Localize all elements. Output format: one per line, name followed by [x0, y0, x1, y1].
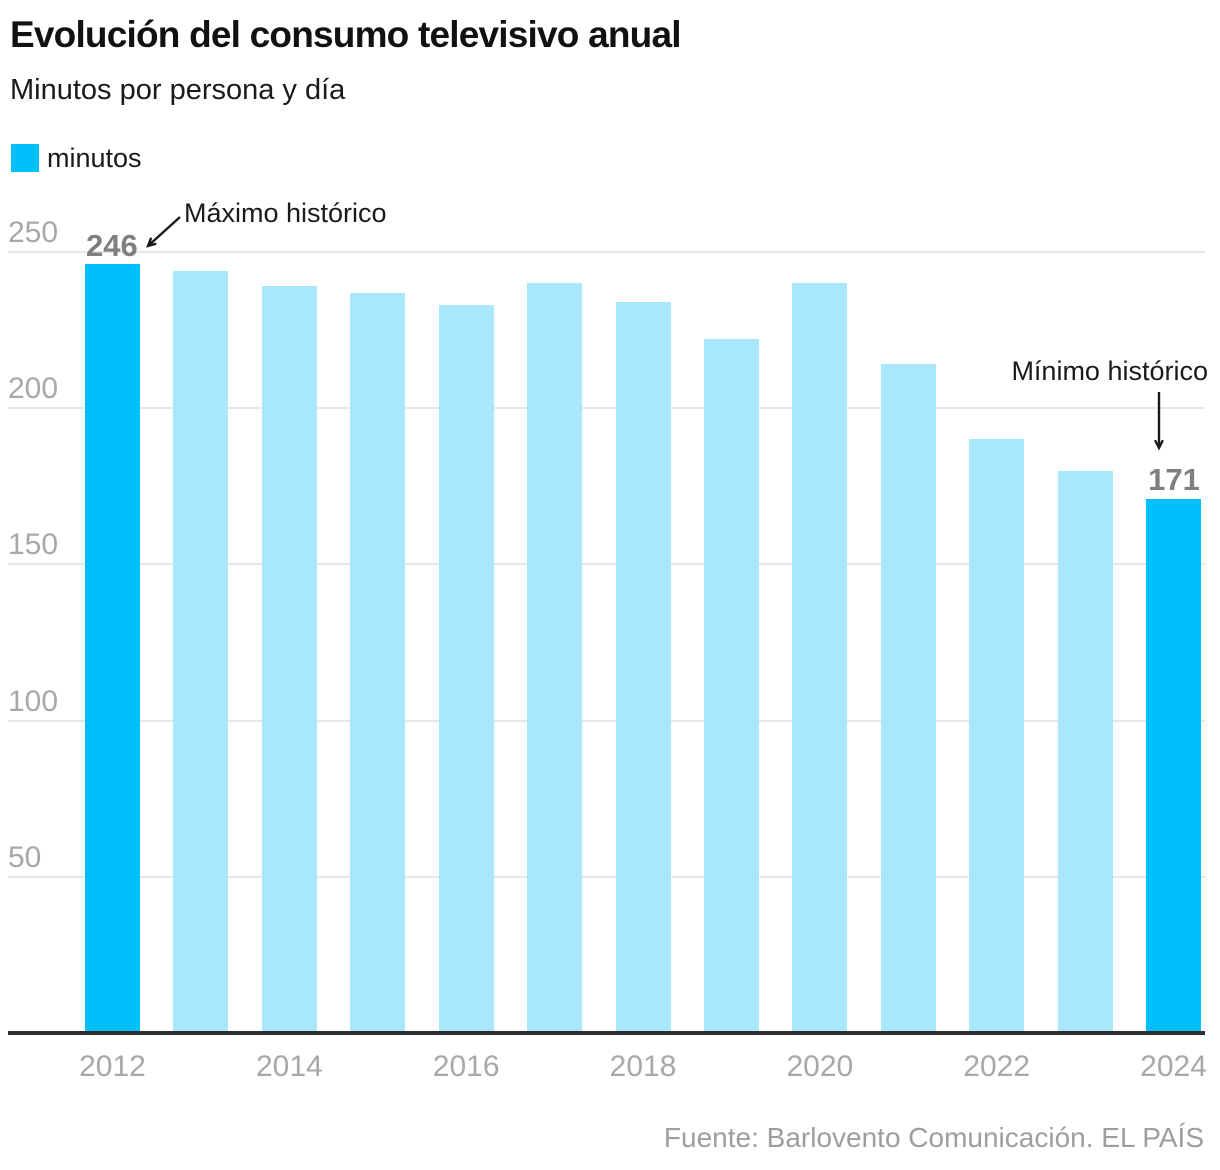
bar-2017 [527, 283, 582, 1033]
x-tick-label-2012: 2012 [79, 1050, 146, 1083]
x-tick-label-2022: 2022 [963, 1050, 1031, 1083]
gridline-50 [8, 875, 1205, 878]
max-value-label: 246 [86, 228, 138, 263]
legend: minutos [11, 142, 142, 173]
min-value-label: 171 [1148, 462, 1200, 497]
x-axis-line [8, 1031, 1205, 1035]
source-credit: Fuente: Barlovento Comunicación. EL PAÍS [663, 1122, 1204, 1153]
y-tick-label-150: 150 [8, 528, 59, 562]
x-tick-label-2020: 2020 [786, 1050, 854, 1083]
y-tick-label-250: 250 [8, 216, 59, 249]
legend-label: minutos [47, 142, 142, 173]
bar-2016 [439, 305, 494, 1033]
bar-2022 [969, 439, 1024, 1033]
x-tick-label-2014: 2014 [255, 1050, 323, 1083]
gridline-250 [8, 251, 1205, 253]
bar-2018 [616, 301, 671, 1033]
min-arrow-icon [1144, 392, 1174, 460]
max-arrow-icon [138, 216, 181, 256]
gridline-150 [8, 563, 1205, 566]
page-title: Evolución del consumo televisivo anual [10, 14, 682, 55]
gridline-200 [8, 407, 1205, 410]
bar-2023 [1058, 470, 1113, 1033]
min-annotation-label: Mínimo histórico [1011, 356, 1208, 386]
y-tick-label-100: 100 [8, 684, 59, 718]
max-annotation-label: Máximo histórico [184, 198, 387, 228]
bar-2012 [85, 264, 140, 1033]
bar-2015 [350, 292, 405, 1033]
bar-2021 [881, 364, 936, 1033]
bar-2019 [704, 339, 759, 1033]
legend-swatch-icon [11, 144, 39, 172]
gridline-100 [8, 719, 1205, 722]
chart-subtitle: Minutos por persona y día [10, 74, 346, 106]
bar-2013 [173, 270, 228, 1033]
bar-2020 [792, 283, 847, 1033]
y-tick-label-50: 50 [8, 840, 42, 874]
x-tick-label-2016: 2016 [432, 1050, 500, 1083]
bar-2014 [262, 286, 317, 1033]
y-tick-label-200: 200 [8, 372, 59, 406]
x-tick-label-2018: 2018 [609, 1050, 677, 1083]
bar-2024 [1146, 498, 1201, 1033]
x-tick-label-2024: 2024 [1140, 1050, 1207, 1083]
